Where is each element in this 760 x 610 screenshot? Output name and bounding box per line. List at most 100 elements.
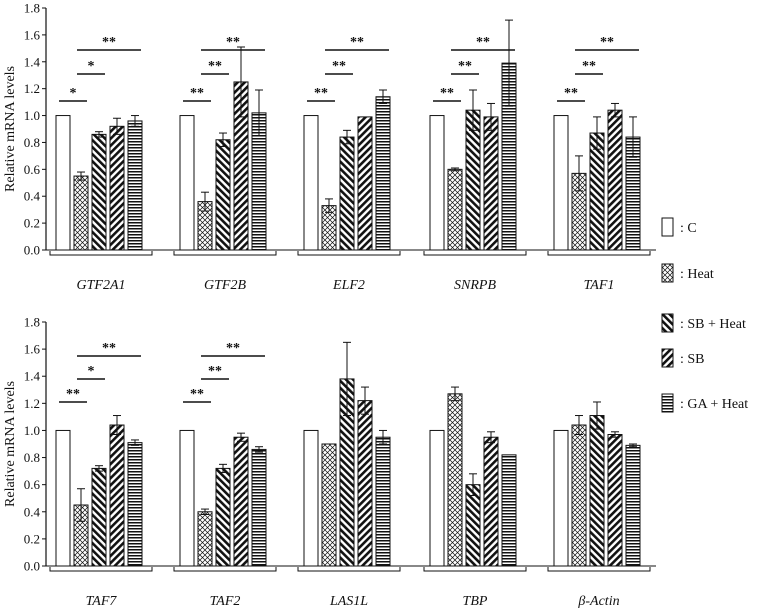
- legend-label: : Heat: [680, 267, 714, 282]
- group-bracket: [423, 251, 527, 256]
- significance-marker: **: [190, 387, 204, 402]
- significance-marker: **: [458, 59, 472, 74]
- category-label: ELF2: [332, 278, 365, 293]
- top-chart-panel: 0.0 0.2 0.4 0.6 0.8 1.0 1.2 1.4 1.6 1.8 Relative m…: [3, 1, 656, 293]
- significance-marker: *: [70, 86, 77, 101]
- legend: : C: Heat: SB + Heat: SB: GA + Heat: [661, 217, 748, 413]
- significance-marker: **: [102, 341, 116, 356]
- bar: [127, 120, 143, 251]
- legend-label: : C: [680, 221, 697, 236]
- category-label: SNRPB: [454, 278, 496, 293]
- bar: [571, 424, 587, 567]
- legend-swatch: [661, 263, 674, 283]
- y-tick-label: 0.4: [24, 189, 41, 204]
- bar: [73, 175, 89, 251]
- bottom-chart-panel: 0.0 0.2 0.4 0.6 0.8 1.0 1.2 1.4 1.6 1.8 Relative m…: [3, 315, 656, 609]
- bar: [357, 116, 373, 251]
- legend-swatch: [661, 348, 674, 368]
- bar: [429, 115, 445, 251]
- bar: [109, 125, 125, 251]
- y-tick-label: 1.6: [24, 27, 41, 42]
- bar: [483, 116, 499, 251]
- significance-marker: **: [564, 86, 578, 101]
- significance-marker: **: [350, 35, 364, 50]
- y-tick-label: 0.8: [24, 450, 40, 465]
- bar: [55, 429, 71, 567]
- category-label: GTF2B: [204, 278, 246, 293]
- y-tick-label: 1.6: [24, 342, 41, 357]
- bar: [339, 136, 355, 251]
- y-axis-title: Relative mRNA levels: [3, 66, 18, 192]
- bar: [589, 415, 605, 567]
- bar: [375, 96, 391, 251]
- significance-marker: **: [190, 86, 204, 101]
- bar: [179, 115, 195, 251]
- significance-marker: **: [102, 35, 116, 50]
- bar: [375, 436, 391, 567]
- significance-marker: **: [440, 86, 454, 101]
- group-bracket: [49, 567, 153, 572]
- bar: [91, 467, 107, 567]
- y-tick-label: 1.8: [24, 1, 40, 16]
- significance-marker: **: [582, 59, 596, 74]
- y-tick-label: 1.0: [24, 423, 40, 438]
- group-bracket: [547, 567, 651, 572]
- y-tick-label: 1.2: [24, 81, 40, 96]
- bar: [501, 454, 517, 567]
- bar: [447, 393, 463, 567]
- bar: [607, 434, 623, 567]
- y-axis-title: Relative mRNA levels: [3, 381, 18, 507]
- category-label: GTF2A1: [77, 278, 126, 293]
- bar: [465, 109, 481, 251]
- bar: [447, 168, 463, 251]
- bar: [483, 436, 499, 567]
- legend-swatch: [661, 313, 674, 333]
- category-label: LAS1L: [329, 594, 368, 609]
- y-tick-label: 1.4: [24, 54, 41, 69]
- significance-marker: **: [314, 86, 328, 101]
- group-bracket: [547, 251, 651, 256]
- y-tick-label: 0.2: [24, 216, 40, 231]
- bar: [197, 511, 213, 567]
- bar: [303, 429, 319, 567]
- significance-marker: **: [208, 59, 222, 74]
- legend-label: : SB: [680, 352, 705, 367]
- group-bracket: [173, 567, 277, 572]
- group-bracket: [173, 251, 277, 256]
- bar: [215, 139, 231, 251]
- y-tick-label: 1.0: [24, 108, 40, 123]
- y-tick-label: 0.6: [24, 162, 41, 177]
- legend-swatch: [661, 217, 674, 237]
- bar: [465, 484, 481, 567]
- bar: [429, 429, 445, 567]
- y-tick-label: 0.2: [24, 531, 40, 546]
- group-bracket: [423, 567, 527, 572]
- bar: [179, 429, 195, 567]
- group-bracket: [49, 251, 153, 256]
- category-label: TAF7: [86, 594, 118, 609]
- bar: [357, 400, 373, 567]
- bar: [321, 443, 337, 567]
- significance-marker: **: [226, 35, 240, 50]
- significance-marker: **: [332, 59, 346, 74]
- y-tick-label: 0.4: [24, 504, 41, 519]
- y-tick-label: 1.8: [24, 315, 40, 330]
- significance-marker: **: [208, 364, 222, 379]
- bar: [215, 467, 231, 567]
- significance-marker: **: [600, 35, 614, 50]
- bar: [607, 109, 623, 251]
- y-tick-label: 0.0: [24, 559, 40, 574]
- bar: [625, 444, 641, 567]
- category-label: TAF2: [210, 594, 241, 609]
- legend-swatch: [661, 393, 674, 413]
- y-tick-label: 0.8: [24, 135, 40, 150]
- category-label: β-Actin: [577, 594, 619, 609]
- category-label: TBP: [463, 594, 488, 609]
- significance-marker: **: [476, 35, 490, 50]
- y-tick-label: 0.0: [24, 243, 40, 258]
- y-tick-label: 0.6: [24, 477, 41, 492]
- y-tick-label: 1.2: [24, 396, 40, 411]
- group-bracket: [297, 251, 401, 256]
- bar: [553, 115, 569, 251]
